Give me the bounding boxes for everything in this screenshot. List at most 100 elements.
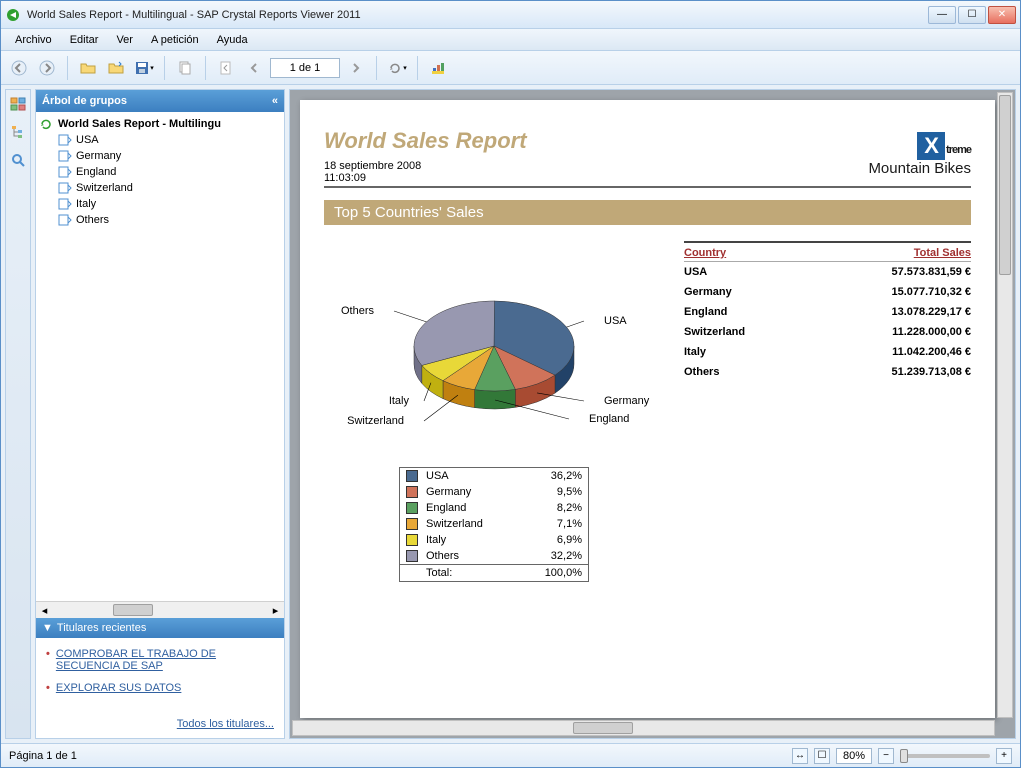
legend-label: Switzerland bbox=[426, 518, 532, 530]
rail-tree-icon[interactable] bbox=[8, 122, 28, 142]
statusbar: Página 1 de 1 ↔ ☐ 80% − + bbox=[1, 743, 1020, 767]
tree-node-label: Others bbox=[76, 214, 109, 226]
pie-legend: USA36,2%Germany9,5%England8,2%Switzerlan… bbox=[399, 467, 589, 582]
maximize-button[interactable]: ☐ bbox=[958, 6, 986, 24]
cell-country: Switzerland bbox=[684, 326, 892, 338]
save-button[interactable]: ▾ bbox=[132, 56, 156, 80]
cell-sales: 11.228.000,00 € bbox=[892, 326, 971, 338]
minimize-button[interactable]: — bbox=[928, 6, 956, 24]
cell-sales: 13.078.229,17 € bbox=[891, 306, 971, 318]
headline-link[interactable]: COMPROBAR EL TRABAJO DE SECUENCIA DE SAP bbox=[56, 648, 274, 672]
zoom-out-button[interactable]: − bbox=[878, 748, 894, 764]
nav-back-button[interactable] bbox=[7, 56, 31, 80]
menubar: Archivo Editar Ver A petición Ayuda bbox=[1, 29, 1020, 51]
headline-item: • EXPLORAR SUS DATOS bbox=[46, 682, 274, 694]
legend-pct: 7,1% bbox=[532, 518, 582, 530]
legend-row: England8,2% bbox=[400, 500, 588, 516]
tree-node-label: England bbox=[76, 166, 116, 178]
copy-button[interactable] bbox=[173, 56, 197, 80]
menu-ver[interactable]: Ver bbox=[108, 31, 141, 49]
pie-slice-label: England bbox=[589, 413, 629, 425]
legend-label: Others bbox=[426, 550, 532, 562]
legend-total-row: Total: 100,0% bbox=[400, 564, 588, 581]
cell-country: Germany bbox=[684, 286, 891, 298]
refresh-button[interactable]: ▾ bbox=[385, 56, 409, 80]
headline-link[interactable]: EXPLORAR SUS DATOS bbox=[56, 682, 182, 694]
report-icon bbox=[58, 214, 72, 226]
tree-root[interactable]: World Sales Report - Multilingu bbox=[40, 116, 280, 132]
rail-search-icon[interactable] bbox=[8, 150, 28, 170]
collapse-panel-icon[interactable]: « bbox=[272, 95, 278, 107]
legend-row: USA36,2% bbox=[400, 468, 588, 484]
menu-editar[interactable]: Editar bbox=[62, 31, 107, 49]
zoom-slider[interactable] bbox=[900, 754, 990, 758]
main-area: Árbol de grupos « World Sales Report - M… bbox=[1, 85, 1020, 743]
beta-chart-button[interactable] bbox=[426, 56, 450, 80]
close-button[interactable]: ✕ bbox=[988, 6, 1016, 24]
pie-slice-label: Italy bbox=[389, 395, 410, 407]
tree-node[interactable]: Germany bbox=[58, 148, 280, 164]
content-vscroll[interactable] bbox=[997, 92, 1013, 718]
menu-archivo[interactable]: Archivo bbox=[7, 31, 60, 49]
tree-node[interactable]: Italy bbox=[58, 196, 280, 212]
group-tree-header[interactable]: Árbol de grupos « bbox=[36, 90, 284, 112]
headlines-header[interactable]: ▼ Titulares recientes bbox=[36, 618, 284, 638]
section-title-bar: Top 5 Countries' Sales bbox=[324, 200, 971, 225]
app-window: World Sales Report - Multilingual - SAP … bbox=[0, 0, 1021, 768]
legend-swatch bbox=[406, 534, 418, 546]
cell-country: Italy bbox=[684, 346, 892, 358]
logo-tagline: Mountain Bikes bbox=[868, 160, 971, 177]
menu-ayuda[interactable]: Ayuda bbox=[209, 31, 256, 49]
titlebar: World Sales Report - Multilingual - SAP … bbox=[1, 1, 1020, 29]
report-time: 11:03:09 bbox=[324, 172, 868, 184]
group-tree-title: Árbol de grupos bbox=[42, 95, 127, 107]
report-viewport: World Sales Report 18 septiembre 2008 11… bbox=[289, 89, 1016, 739]
table-row: Italy11.042.200,46 € bbox=[684, 342, 971, 362]
legend-row: Others32,2% bbox=[400, 548, 588, 564]
pie-slice-label: USA bbox=[604, 315, 627, 327]
all-headlines: Todos los titulares... bbox=[36, 714, 284, 738]
all-headlines-link[interactable]: Todos los titulares... bbox=[177, 718, 274, 730]
tree-node[interactable]: Switzerland bbox=[58, 180, 280, 196]
tree-node-label: Switzerland bbox=[76, 182, 133, 194]
menu-apeticion[interactable]: A petición bbox=[143, 31, 207, 49]
nav-forward-button[interactable] bbox=[35, 56, 59, 80]
tree-node-label: Germany bbox=[76, 150, 121, 162]
tree-root-label: World Sales Report - Multilingu bbox=[58, 118, 221, 130]
legend-label: USA bbox=[426, 470, 532, 482]
bullet-icon: • bbox=[46, 648, 50, 672]
col-country: Country bbox=[684, 247, 914, 259]
tree-node[interactable]: England bbox=[58, 164, 280, 180]
toolbar: ▾ ▾ bbox=[1, 51, 1020, 85]
fit-page-button[interactable]: ☐ bbox=[814, 748, 830, 764]
table-row: Switzerland11.228.000,00 € bbox=[684, 322, 971, 342]
legend-label: Italy bbox=[426, 534, 532, 546]
table-row: USA57.573.831,59 € bbox=[684, 262, 971, 282]
open-button[interactable] bbox=[76, 56, 100, 80]
tree-node[interactable]: Others bbox=[58, 212, 280, 228]
zoom-in-button[interactable]: + bbox=[996, 748, 1012, 764]
legend-swatch bbox=[406, 550, 418, 562]
status-page-text: Página 1 de 1 bbox=[9, 750, 792, 762]
company-logo: Xtreme Mountain Bikes bbox=[868, 128, 971, 177]
tree-node-label: Italy bbox=[76, 198, 96, 210]
legend-pct: 6,9% bbox=[532, 534, 582, 546]
content-hscroll[interactable] bbox=[292, 720, 995, 736]
table-row: England13.078.229,17 € bbox=[684, 302, 971, 322]
cell-sales: 15.077.710,32 € bbox=[891, 286, 971, 298]
prev-page-button[interactable] bbox=[242, 56, 266, 80]
fit-width-button[interactable]: ↔ bbox=[792, 748, 808, 764]
rail-groups-icon[interactable] bbox=[8, 94, 28, 114]
next-page-button[interactable] bbox=[344, 56, 368, 80]
legend-total-label: Total: bbox=[426, 567, 532, 579]
legend-swatch bbox=[406, 470, 418, 482]
report-icon bbox=[58, 182, 72, 194]
open-dropdown-button[interactable] bbox=[104, 56, 128, 80]
sidebar-hscroll[interactable]: ◂ ▸ bbox=[36, 601, 284, 618]
page-indicator-input[interactable] bbox=[270, 58, 340, 78]
tree-node[interactable]: USA bbox=[58, 132, 280, 148]
pie-slice-label: Germany bbox=[604, 395, 650, 407]
report-header: World Sales Report 18 septiembre 2008 11… bbox=[324, 128, 971, 188]
legend-swatch bbox=[406, 518, 418, 530]
first-page-button[interactable] bbox=[214, 56, 238, 80]
